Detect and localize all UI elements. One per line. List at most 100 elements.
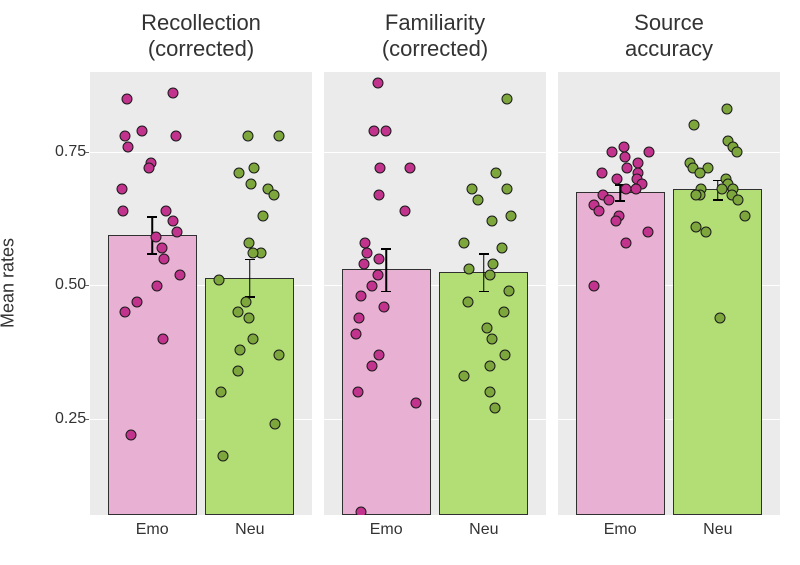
data-point <box>122 141 133 152</box>
data-point <box>171 131 182 142</box>
facet-row: Recollection (corrected)EmoNeuFamiliarit… <box>90 10 780 515</box>
data-point <box>366 360 377 371</box>
data-point <box>611 216 622 227</box>
data-point <box>360 237 371 248</box>
data-point <box>618 141 629 152</box>
x-tick-label: Neu <box>703 521 732 539</box>
data-point <box>373 253 384 264</box>
y-tick-mark <box>85 419 89 420</box>
data-point <box>274 131 285 142</box>
data-point <box>249 163 260 174</box>
data-point <box>643 147 654 158</box>
data-point <box>463 296 474 307</box>
data-point <box>356 291 367 302</box>
facet-title: Recollection (corrected) <box>90 10 312 68</box>
data-point <box>374 189 385 200</box>
data-point <box>119 131 130 142</box>
x-tick-label: Neu <box>235 521 264 539</box>
data-point <box>700 227 711 238</box>
data-point <box>269 189 280 200</box>
data-point <box>458 371 469 382</box>
error-bar <box>249 259 251 296</box>
data-point <box>504 285 515 296</box>
data-point <box>150 232 161 243</box>
data-point <box>156 243 167 254</box>
error-cap <box>479 253 489 255</box>
panel <box>324 72 546 515</box>
data-point <box>596 168 607 179</box>
data-point <box>373 349 384 360</box>
data-point <box>722 104 733 115</box>
y-tick-label: 0.25 <box>55 410 85 428</box>
data-point <box>352 387 363 398</box>
data-point <box>690 189 701 200</box>
error-cap <box>147 216 157 218</box>
x-tick-label: Neu <box>469 521 498 539</box>
y-tick-mark <box>85 152 89 153</box>
data-point <box>121 93 132 104</box>
error-cap <box>479 291 489 293</box>
y-axis-title: Mean rates <box>0 237 19 327</box>
data-point <box>274 349 285 360</box>
facet-title: Source accuracy <box>558 10 780 68</box>
data-point <box>733 195 744 206</box>
data-point <box>242 131 253 142</box>
error-cap <box>381 248 391 250</box>
data-point <box>152 280 163 291</box>
error-cap <box>245 259 255 261</box>
data-point <box>167 216 178 227</box>
data-point <box>248 333 259 344</box>
data-point <box>144 163 155 174</box>
data-point <box>118 205 129 216</box>
data-point <box>490 168 501 179</box>
facet: Source accuracyEmoNeu <box>558 10 780 515</box>
data-point <box>215 387 226 398</box>
data-point <box>354 312 365 323</box>
data-point <box>243 237 254 248</box>
error-bar <box>385 248 387 291</box>
data-point <box>168 88 179 99</box>
panel <box>558 72 780 515</box>
data-point <box>399 205 410 216</box>
data-point <box>373 77 384 88</box>
data-point <box>620 237 631 248</box>
facet-title: Familiarity (corrected) <box>324 10 546 68</box>
y-tick-label: 0.75 <box>55 143 85 161</box>
data-point <box>715 312 726 323</box>
error-cap <box>615 200 625 202</box>
data-point <box>132 296 143 307</box>
data-point <box>232 307 243 318</box>
error-cap <box>147 253 157 255</box>
data-point <box>505 211 516 222</box>
data-point <box>622 163 633 174</box>
data-point <box>160 205 171 216</box>
data-point <box>233 168 244 179</box>
data-point <box>500 349 511 360</box>
data-point <box>498 307 509 318</box>
data-point <box>404 163 415 174</box>
data-point <box>246 179 257 190</box>
data-point <box>257 211 268 222</box>
data-point <box>270 419 281 430</box>
data-point <box>372 269 383 280</box>
data-point <box>366 280 377 291</box>
data-point <box>631 184 642 195</box>
data-point <box>172 227 183 238</box>
data-point <box>484 387 495 398</box>
x-tick-label: Emo <box>604 521 637 539</box>
facet: Recollection (corrected)EmoNeu <box>90 10 312 515</box>
gridline <box>90 152 312 153</box>
data-point <box>486 216 497 227</box>
data-point <box>502 184 513 195</box>
data-point <box>214 275 225 286</box>
data-point <box>619 152 630 163</box>
data-point <box>233 365 244 376</box>
data-point <box>642 227 653 238</box>
data-point <box>458 237 469 248</box>
data-point <box>350 328 361 339</box>
data-point <box>607 147 618 158</box>
y-tick-mark <box>85 285 89 286</box>
data-point <box>482 323 493 334</box>
data-point <box>243 312 254 323</box>
data-point <box>355 507 366 515</box>
